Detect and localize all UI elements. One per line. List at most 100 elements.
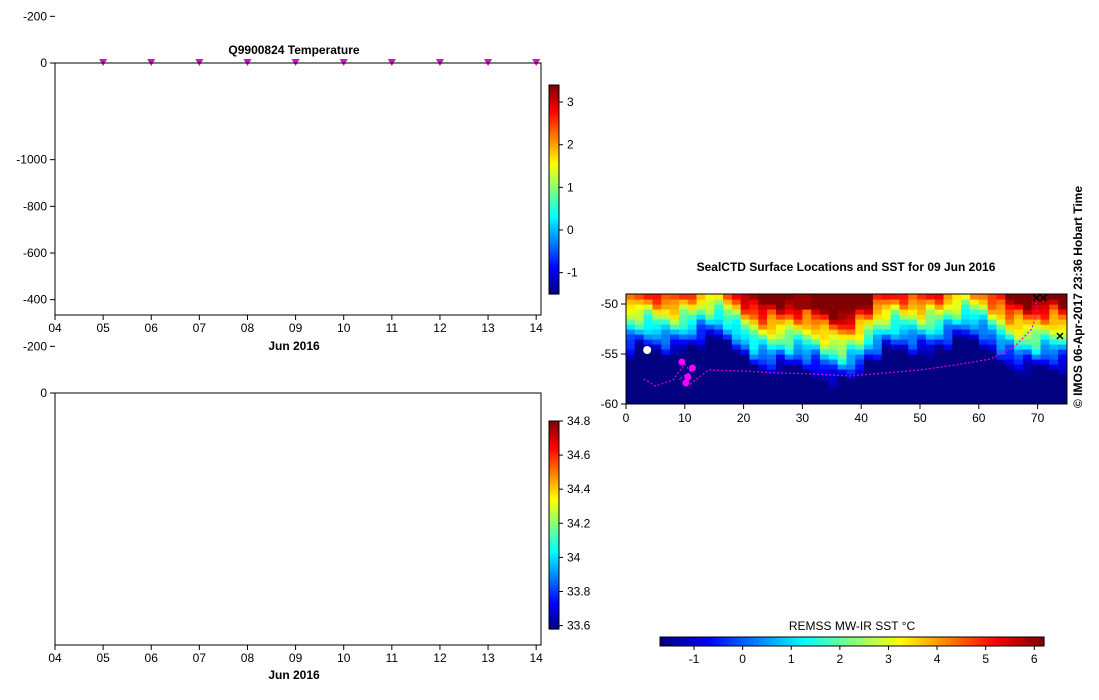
- sst-cell: [934, 314, 945, 320]
- x-tick-label: 11: [386, 321, 399, 335]
- sst-cell: [793, 319, 803, 325]
- sst-cell: [1040, 369, 1050, 375]
- colorbar-cell: [549, 246, 559, 251]
- sst-cell: [917, 344, 927, 350]
- sst-cell: [943, 339, 953, 345]
- sst-cell: [723, 329, 733, 335]
- sst-cell: [978, 319, 989, 325]
- sst-cell: [864, 384, 874, 390]
- sst-cell: [1005, 369, 1015, 375]
- sst-cell: [908, 299, 918, 305]
- sst-cell: [714, 329, 724, 335]
- sst-cell: [634, 309, 645, 315]
- colorbar-tick-label: 1: [788, 652, 795, 666]
- colorbar-cell: [549, 600, 559, 604]
- sst-cell: [626, 329, 636, 335]
- colorbar-cell: [549, 233, 559, 238]
- sst-cell: [899, 349, 909, 355]
- sst-cell: [802, 309, 812, 315]
- sst-cell: [917, 399, 927, 404]
- colorbar-cell: [826, 637, 832, 646]
- sst-cell: [714, 299, 724, 305]
- sst-cell: [952, 379, 962, 385]
- sst-cell: [881, 364, 892, 370]
- colorbar-cell: [1018, 637, 1024, 646]
- sst-cell: [978, 304, 989, 310]
- colorbar-cell: [549, 488, 559, 492]
- sst-cell: [864, 319, 874, 325]
- sst-cell: [952, 394, 962, 400]
- sst-cell: [1049, 304, 1059, 310]
- colorbar-cell: [1001, 637, 1007, 646]
- sst-cell: [626, 354, 636, 360]
- colorbar-cell: [805, 637, 810, 646]
- sst-colorbar-label: REMSS MW-IR SST °C: [789, 619, 916, 633]
- colorbar-cell: [549, 569, 559, 573]
- sst-cell: [1049, 384, 1059, 390]
- sst-cell: [1005, 384, 1015, 390]
- sst-cell: [872, 314, 883, 320]
- sst-cell: [811, 329, 821, 335]
- sst-cell: [740, 349, 751, 355]
- sst-cell: [961, 334, 971, 340]
- sst-cell: [626, 364, 636, 370]
- colorbar-cell: [945, 637, 951, 646]
- sst-cell: [696, 314, 706, 320]
- sst-cell: [1014, 339, 1024, 345]
- sst-cell: [767, 309, 777, 315]
- colorbar-cell: [992, 637, 998, 646]
- sst-cell: [1014, 389, 1024, 395]
- sst-cell: [1040, 379, 1050, 385]
- sst-cell: [652, 364, 662, 370]
- sst-cell: [899, 294, 909, 300]
- colorbar-cell: [860, 637, 866, 646]
- colorbar-cell: [549, 95, 559, 99]
- sst-cell: [996, 314, 1006, 320]
- sst-cell: [758, 294, 768, 300]
- sst-cell: [1005, 364, 1015, 370]
- colorbar-cell: [549, 265, 559, 269]
- sst-cell: [917, 359, 927, 365]
- sst-cell: [996, 369, 1006, 375]
- sst-cell: [828, 354, 839, 360]
- sst-cell: [775, 294, 786, 300]
- sst-cell: [802, 354, 812, 360]
- sst-cell: [661, 359, 671, 365]
- colorbar-frame: [548, 84, 560, 295]
- sst-cell: [705, 364, 715, 370]
- y-tick-label: -800: [23, 199, 47, 213]
- sst-cell: [864, 369, 874, 375]
- sst-cell: [793, 359, 803, 365]
- sst-cell: [758, 319, 768, 325]
- sst-cell: [828, 324, 839, 330]
- sst-cell: [793, 369, 803, 375]
- colorbar-cell: [549, 205, 559, 209]
- sst-cell: [978, 379, 989, 385]
- sst-cell: [1031, 319, 1042, 325]
- colorbar-cell: [668, 637, 674, 646]
- sst-cell: [643, 354, 654, 360]
- sst-cell: [934, 369, 945, 375]
- sst-cell: [705, 359, 715, 365]
- sst-cell: [820, 304, 830, 310]
- sst-cell: [1031, 344, 1042, 350]
- sst-cell: [969, 359, 980, 365]
- sst-cell: [802, 384, 812, 390]
- colorbar-cell: [549, 270, 559, 274]
- colorbar-cell: [852, 637, 857, 646]
- temperature-frame: [54, 62, 542, 316]
- x-tick-label: 13: [481, 321, 495, 335]
- sst-cell: [758, 349, 768, 355]
- sst-cell: [1040, 324, 1050, 330]
- colorbar-cell: [988, 637, 994, 646]
- colorbar-cell: [549, 254, 559, 259]
- colorbar-cell: [753, 637, 759, 646]
- sst-cell: [661, 384, 671, 390]
- sst-cell: [846, 319, 856, 325]
- sst-cell: [714, 399, 724, 404]
- sst-cell: [740, 304, 751, 310]
- colorbar-cell: [549, 223, 559, 227]
- sst-cell: [961, 394, 971, 400]
- sst-cell: [1014, 314, 1024, 320]
- sst-cell: [749, 319, 759, 325]
